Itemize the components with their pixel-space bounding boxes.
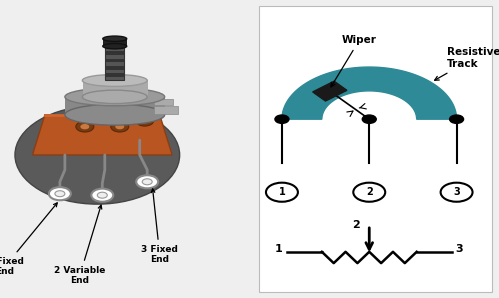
Circle shape (140, 118, 149, 123)
Circle shape (115, 124, 124, 129)
Circle shape (111, 121, 129, 132)
Circle shape (266, 183, 298, 202)
Bar (105, 51, 124, 55)
Text: 3: 3 (453, 187, 460, 197)
Bar (105, 59, 124, 62)
Text: 2: 2 (352, 220, 360, 230)
Bar (105, 55, 124, 59)
Circle shape (275, 115, 289, 123)
Circle shape (55, 191, 65, 197)
Circle shape (136, 175, 158, 188)
Ellipse shape (82, 90, 147, 104)
Circle shape (49, 187, 71, 200)
Ellipse shape (65, 88, 165, 106)
Circle shape (15, 106, 180, 204)
Text: 3: 3 (456, 244, 463, 254)
Polygon shape (282, 67, 457, 119)
Circle shape (76, 121, 94, 132)
Circle shape (91, 189, 113, 202)
Text: 2: 2 (366, 187, 373, 197)
Bar (105, 77, 124, 80)
Bar (105, 73, 124, 77)
FancyBboxPatch shape (154, 106, 178, 114)
Bar (105, 62, 124, 66)
Text: 1 Fixed
End: 1 Fixed End (0, 203, 57, 276)
FancyBboxPatch shape (259, 6, 492, 292)
Bar (65, 97, 165, 115)
Text: 1: 1 (278, 187, 285, 197)
Bar (105, 66, 124, 69)
Ellipse shape (103, 36, 127, 41)
Circle shape (450, 115, 464, 123)
Ellipse shape (82, 74, 147, 86)
Ellipse shape (65, 104, 165, 125)
FancyBboxPatch shape (154, 99, 173, 105)
Text: 2 Variable
End: 2 Variable End (54, 205, 105, 285)
Circle shape (362, 115, 376, 123)
Circle shape (441, 183, 473, 202)
Bar (105, 44, 124, 48)
FancyBboxPatch shape (313, 81, 347, 101)
Bar (103, 39, 127, 46)
Text: 3 Fixed
End: 3 Fixed End (141, 189, 178, 264)
Circle shape (97, 192, 107, 198)
Circle shape (142, 179, 152, 185)
Text: Resistive
Track: Resistive Track (435, 47, 499, 80)
Circle shape (136, 115, 154, 126)
Ellipse shape (103, 44, 127, 49)
Bar (83, 80, 148, 97)
Bar (105, 70, 124, 73)
Circle shape (353, 183, 385, 202)
Bar (105, 46, 124, 80)
Polygon shape (32, 115, 172, 155)
Text: 1: 1 (275, 244, 283, 254)
Text: Wiper: Wiper (331, 35, 377, 87)
Circle shape (80, 124, 89, 129)
Bar (105, 48, 124, 51)
